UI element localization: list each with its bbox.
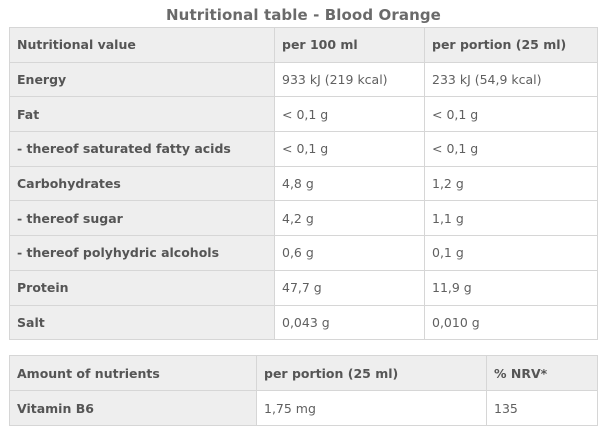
per-portion-value: 0,010 g [424,304,598,341]
column-header-per-100ml: per 100 ml [274,27,425,63]
per-100ml-value: 0,043 g [274,304,425,341]
row-label: Carbohydrates [9,165,275,202]
table-row: - thereof sugar 4,2 g 1,1 g [9,200,598,237]
column-header-amount-of-nutrients: Amount of nutrients [9,355,257,391]
per-100ml-value: < 0,1 g [274,131,425,167]
per-100ml-value: 4,8 g [274,165,425,202]
row-label: Energy [9,61,275,98]
row-label: Salt [9,304,275,341]
per-portion-value: 11,9 g [424,269,598,306]
page-title: Nutritional table - Blood Orange [166,6,441,24]
per-100ml-value: 4,2 g [274,200,425,237]
per-portion-value: < 0,1 g [424,96,598,133]
row-label: Fat [9,96,275,133]
column-header-nrv: % NRV* [486,355,598,391]
per-100ml-value: < 0,1 g [274,96,425,133]
row-label: Protein [9,269,275,306]
per-100ml-value: 933 kJ (219 kcal) [274,61,425,98]
per-portion-value: 1,75 mg [256,390,487,426]
table-row: Salt 0,043 g 0,010 g [9,304,598,341]
table-row: Vitamin B6 1,75 mg 135 [9,390,598,426]
per-portion-value: < 0,1 g [424,131,598,167]
nutrition-table: Nutritional value per 100 ml per portion… [9,27,598,341]
table-header-row: Nutritional value per 100 ml per portion… [9,27,598,63]
table-row: Energy 933 kJ (219 kcal) 233 kJ (54,9 kc… [9,61,598,98]
table-row: Protein 47,7 g 11,9 g [9,269,598,306]
row-label: - thereof polyhydric alcohols [9,235,275,271]
column-header-nutritional-value: Nutritional value [9,27,275,63]
column-header-per-portion: per portion (25 ml) [256,355,487,391]
nrv-value: 135 [486,390,598,426]
table-row: Fat < 0,1 g < 0,1 g [9,96,598,133]
table-header-row: Amount of nutrients per portion (25 ml) … [9,355,598,391]
table-row: - thereof polyhydric alcohols 0,6 g 0,1 … [9,235,598,271]
per-portion-value: 1,1 g [424,200,598,237]
per-portion-value: 1,2 g [424,165,598,202]
column-header-per-portion: per portion (25 ml) [424,27,598,63]
table-row: Carbohydrates 4,8 g 1,2 g [9,165,598,202]
per-100ml-value: 0,6 g [274,235,425,271]
row-label: Vitamin B6 [9,390,257,426]
row-label: - thereof saturated fatty acids [9,131,275,167]
per-100ml-value: 47,7 g [274,269,425,306]
per-portion-value: 0,1 g [424,235,598,271]
nrv-table: Amount of nutrients per portion (25 ml) … [9,355,598,426]
row-label: - thereof sugar [9,200,275,237]
table-row: - thereof saturated fatty acids < 0,1 g … [9,131,598,167]
per-portion-value: 233 kJ (54,9 kcal) [424,61,598,98]
